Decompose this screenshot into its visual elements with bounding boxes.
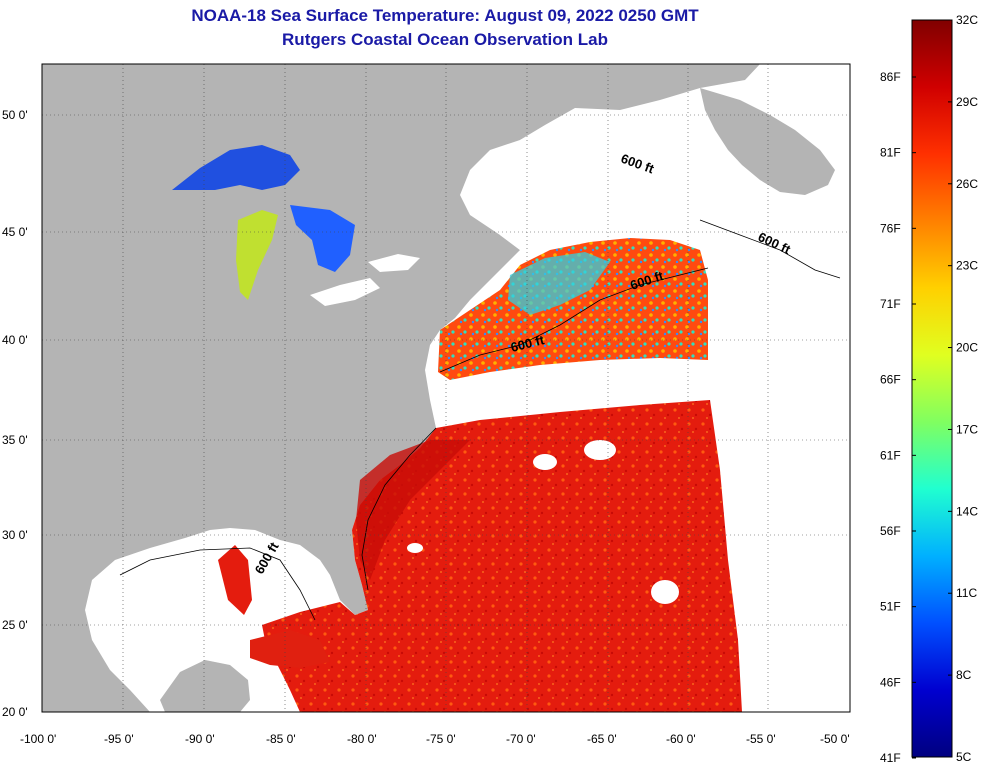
lon-label: -55 0' (746, 732, 776, 746)
lat-label: 40 0' (2, 333, 28, 347)
lon-label: -70 0' (506, 732, 536, 746)
colorbar-fahrenheit-label: 81F (880, 146, 901, 160)
graticule (42, 64, 850, 712)
land-north-america (42, 64, 760, 712)
colorbar-fahrenheit-labels: 86F 81F 76F 71F 66F 61F 56F 51F 46F 41F (880, 70, 916, 765)
colorbar-fahrenheit-label: 61F (880, 448, 901, 462)
contour-600ft-east (699, 219, 841, 279)
lon-label: -50 0' (820, 732, 850, 746)
colorbar-fahrenheit-label: 66F (880, 373, 901, 387)
contour-600ft-gulf (119, 547, 316, 621)
sst-gulf-of-mexico (218, 545, 252, 615)
lon-label: -100 0' (20, 732, 56, 746)
land-yucatan (160, 660, 250, 712)
lat-label: 20 0' (2, 705, 28, 719)
lon-label: -65 0' (587, 732, 617, 746)
sst-swath-north (438, 238, 708, 380)
map-frame (41, 63, 851, 713)
colorbar-celsius-label: 26C (956, 177, 978, 191)
colorbar-fahrenheit-label: 76F (880, 221, 901, 235)
lon-label: -75 0' (426, 732, 456, 746)
cloud-patch (584, 440, 616, 460)
map-title: NOAA-18 Sea Surface Temperature: August … (191, 6, 699, 25)
land-newfoundland (700, 88, 835, 195)
lon-label: -90 0' (185, 732, 215, 746)
cloud-patch (651, 580, 679, 604)
cloud-patch (533, 454, 557, 470)
colorbar-fahrenheit-label: 46F (880, 675, 901, 689)
latitude-labels: 50 0' 45 0' 40 0' 35 0' 30 0' 25 0' 20 0… (2, 108, 28, 719)
colorbar-celsius-label: 32C (956, 13, 978, 27)
lake-michigan (236, 210, 278, 300)
colorbar-fahrenheit-label: 51F (880, 600, 901, 614)
map-subtitle: Rutgers Coastal Ocean Observation Lab (282, 30, 608, 49)
colorbar-celsius-label: 17C (956, 422, 978, 436)
longitude-labels: -100 0' -95 0' -90 0' -85 0' -80 0' -75 … (20, 732, 850, 746)
lake-erie (310, 278, 380, 306)
lon-label: -85 0' (266, 732, 296, 746)
lake-ontario (368, 254, 420, 272)
colorbar-celsius-label: 20C (956, 341, 978, 355)
colorbar-fahrenheit-label: 56F (880, 524, 901, 538)
cloud-north (500, 112, 700, 255)
temperature-colorbar: 32C 29C 26C 23C 20C 17C 14C 11C 8C 5C 86F 81F 76F 71… (880, 13, 978, 765)
lon-label: -60 0' (666, 732, 696, 746)
colorbar-fahrenheit-label: 71F (880, 297, 901, 311)
lat-label: 25 0' (2, 618, 28, 632)
colorbar-celsius-label: 8C (956, 668, 972, 682)
colorbar-celsius-labels: 32C 29C 26C 23C 20C 17C 14C 11C 8C 5C (948, 13, 978, 764)
lat-label: 35 0' (2, 433, 28, 447)
colorbar-gradient (911, 19, 953, 758)
lake-huron (290, 205, 355, 272)
lon-label: -80 0' (347, 732, 377, 746)
sst-gulf-of-maine-cool (508, 252, 610, 315)
colorbar-celsius-label: 14C (956, 504, 978, 518)
lake-superior (172, 145, 300, 190)
colorbar-fahrenheit-label: 41F (880, 751, 901, 765)
colorbar-celsius-label: 5C (956, 750, 972, 764)
colorbar-fahrenheit-label: 86F (880, 70, 901, 84)
colorbar-celsius-label: 11C (956, 586, 977, 600)
colorbar-celsius-label: 29C (956, 95, 978, 109)
contour-600ft-atlantic (361, 427, 437, 591)
sst-swath-south (262, 400, 742, 712)
cloud-patch (407, 543, 423, 553)
sst-florida-straits (250, 630, 330, 668)
lat-label: 50 0' (2, 108, 28, 122)
contour-600ft-north (439, 267, 709, 373)
lat-label: 45 0' (2, 225, 28, 239)
lat-label: 30 0' (2, 528, 28, 542)
sst-gulf-stream (356, 440, 470, 580)
lon-label: -95 0' (104, 732, 134, 746)
colorbar-celsius-label: 23C (956, 259, 978, 273)
